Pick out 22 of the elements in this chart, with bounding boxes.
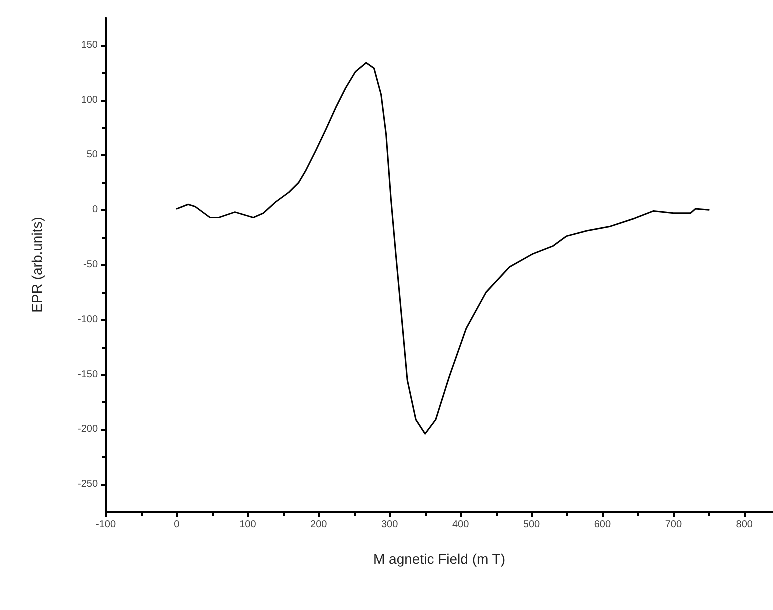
y-axis-title: EPR (arb.units) <box>29 217 45 313</box>
y-tick-label: -150 <box>78 369 98 380</box>
x-tick-label: 0 <box>174 520 180 530</box>
x-axis-title: M agnetic Field (m T) <box>374 551 506 567</box>
x-tick-label: 700 <box>665 520 682 530</box>
y-tick-label: 0 <box>92 204 98 216</box>
line-series <box>176 62 710 435</box>
y-tick-label: -100 <box>78 314 98 326</box>
y-tick-label: 50 <box>86 150 98 161</box>
y-tick-label: -200 <box>78 424 98 436</box>
y-tick-label: -250 <box>78 479 98 490</box>
x-tick-label: 500 <box>523 520 541 530</box>
y-tick-label: -50 <box>84 260 98 270</box>
x-tick-label: 600 <box>594 520 612 530</box>
y-tick-label: 150 <box>81 40 98 51</box>
y-tick-label: 100 <box>81 94 98 106</box>
x-tick-label: -100 <box>96 520 116 530</box>
x-tick-label: 800 <box>736 520 754 530</box>
x-tick-label: 300 <box>381 520 399 530</box>
x-tick-label: 200 <box>310 520 328 530</box>
x-tick-label: 400 <box>452 520 470 530</box>
x-tick-label: 100 <box>240 520 257 530</box>
